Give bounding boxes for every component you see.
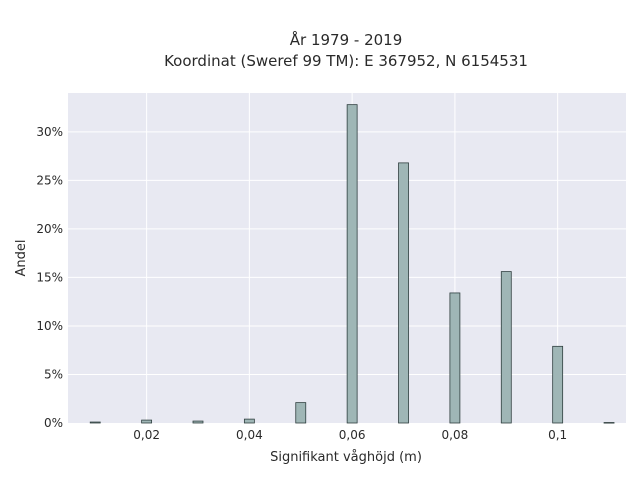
bars — [89, 104, 615, 424]
chart-title-line-2: Koordinat (Sweref 99 TM): E 367952, N 61… — [164, 52, 528, 70]
x-axis-ticks: 0,02 0,04 0,06 0,08 0,1 — [133, 428, 567, 442]
histogram-bar — [552, 345, 564, 424]
histogram-bar — [449, 292, 461, 424]
x-tick-label: 0,08 — [442, 428, 469, 442]
histogram-bar — [603, 422, 615, 424]
y-axis-title: Andel — [14, 240, 29, 277]
x-tick-label: 0,04 — [236, 428, 263, 442]
histogram-bar — [500, 271, 512, 424]
y-axis-ticks: 0% 5% 10% 15% 20% 25% 30% — [36, 125, 63, 430]
y-tick-label: 5% — [44, 367, 63, 381]
x-tick-label: 0,1 — [548, 428, 567, 442]
histogram-bar — [398, 162, 409, 424]
histogram-bar — [192, 420, 204, 424]
histogram-bar — [243, 418, 255, 424]
histogram-bar — [346, 104, 358, 424]
y-tick-label: 25% — [36, 173, 63, 187]
x-axis-title: Signifikant våghöjd (m) — [270, 450, 422, 465]
y-tick-label: 0% — [44, 416, 63, 430]
y-tick-label: 15% — [36, 270, 63, 284]
y-tick-label: 30% — [36, 125, 63, 139]
y-tick-label: 10% — [36, 319, 63, 333]
histogram-bar — [89, 421, 101, 424]
y-tick-label: 20% — [36, 222, 63, 236]
histogram-bar — [141, 419, 153, 424]
x-tick-label: 0,02 — [133, 428, 160, 442]
x-tick-label: 0,06 — [339, 428, 366, 442]
chart-title-line-1: År 1979 - 2019 — [290, 30, 403, 49]
histogram-bar — [295, 402, 307, 424]
